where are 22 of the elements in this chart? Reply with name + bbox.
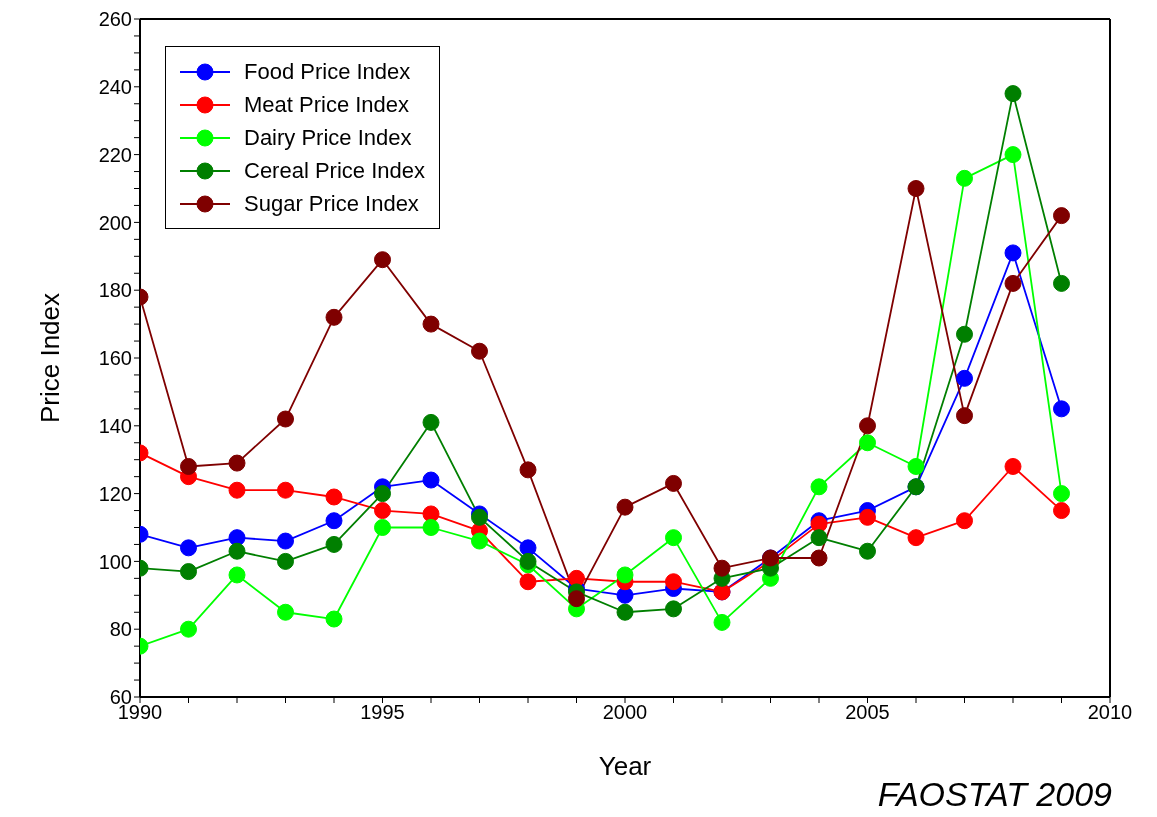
y-tick-label: 180 xyxy=(98,279,132,302)
y-tick-label: 140 xyxy=(98,414,132,437)
text: FAOSTAT 2009 xyxy=(877,775,1112,814)
x-tick-label: 2005 xyxy=(845,701,890,724)
legend-label: Meat Price Index xyxy=(244,91,410,118)
x-axis-title: Year xyxy=(598,751,652,781)
y-tick-label: 100 xyxy=(98,550,132,573)
y-tick-label: 220 xyxy=(98,143,132,166)
y-tick-label: 160 xyxy=(98,347,132,370)
y-tick-label: 200 xyxy=(98,211,132,234)
legend-label: Food Price Index xyxy=(244,58,411,85)
x-tick-label: 2000 xyxy=(602,701,648,724)
legend-label: Cereal Price Index xyxy=(244,157,425,184)
y-tick-label: 80 xyxy=(109,618,132,641)
y-tick-label: 260 xyxy=(98,8,132,31)
legend-label: Dairy Price Index xyxy=(244,124,412,151)
x-tick-label: 2010 xyxy=(1087,701,1133,724)
y-axis-title: Price Index xyxy=(35,292,66,424)
y-tick-label: 120 xyxy=(98,482,132,505)
x-tick-label: 1995 xyxy=(360,701,405,724)
legend-label: Sugar Price Index xyxy=(244,190,419,217)
y-tick-label: 240 xyxy=(98,75,132,98)
